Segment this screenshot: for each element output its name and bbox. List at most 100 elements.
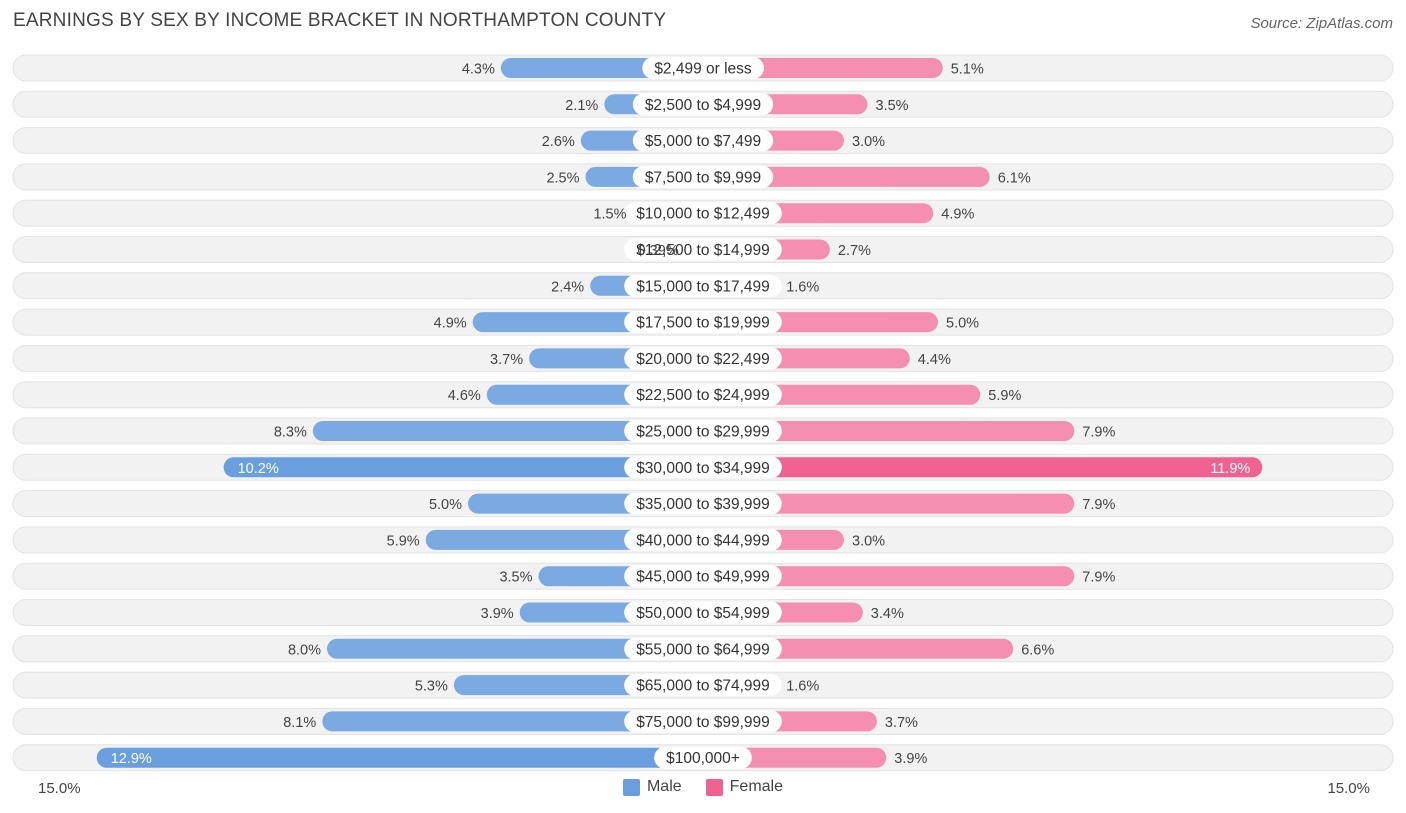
chart-title: EARNINGS BY SEX BY INCOME BRACKET IN NOR… [13, 10, 667, 31]
male-value-label: 8.1% [283, 715, 316, 731]
category-label: $55,000 to $64,999 [636, 641, 770, 658]
female-value-label: 3.9% [894, 751, 927, 767]
female-swatch [705, 778, 723, 796]
category-label: $35,000 to $39,999 [636, 496, 770, 513]
legend: Male Female [0, 778, 1406, 796]
female-bar [693, 457, 1263, 478]
male-value-label: 0.39% [638, 243, 679, 259]
category-label: $5,000 to $7,499 [645, 133, 761, 150]
male-value-label: 4.6% [448, 388, 481, 404]
male-bar [312, 421, 713, 441]
male-bar [327, 638, 713, 659]
male-swatch [622, 778, 640, 796]
male-bar [322, 711, 713, 732]
category-pill [624, 420, 782, 442]
female-bar [693, 493, 1075, 514]
category-pill [624, 492, 782, 515]
male-value-label: 2.4% [551, 279, 584, 295]
female-value-label: 5.9% [988, 388, 1021, 404]
category-pill [654, 746, 752, 769]
axis-left-label: 15.0% [38, 780, 81, 797]
category-label: $50,000 to $54,999 [636, 605, 770, 622]
male-value-label: 2.1% [565, 98, 598, 114]
category-label: $25,000 to $29,999 [636, 424, 770, 441]
category-pill [632, 165, 774, 188]
female-value-label: 1.6% [786, 679, 819, 695]
category-label: $30,000 to $34,999 [636, 460, 770, 477]
category-pill [624, 637, 782, 660]
female-bar [693, 421, 1075, 441]
category-label: $10,000 to $12,499 [636, 206, 770, 223]
male-value-label: 2.6% [542, 134, 575, 150]
axis-right-label: 15.0% [1327, 780, 1370, 797]
female-value-label: 3.7% [885, 715, 918, 731]
female-value-label: 4.9% [941, 207, 974, 223]
male-bar [223, 457, 713, 478]
category-label: $17,500 to $19,999 [636, 315, 770, 332]
category-label: $2,500 to $4,999 [645, 97, 761, 114]
male-value-label: 3.7% [490, 352, 523, 368]
legend-female-label: Female [729, 778, 784, 795]
male-value-label: 12.9% [111, 751, 152, 767]
category-pill [632, 129, 774, 152]
category-pill [624, 347, 782, 370]
female-value-label: 4.4% [918, 352, 951, 368]
category-pill [624, 528, 782, 551]
male-bar [96, 747, 713, 768]
male-value-label: 5.9% [387, 533, 420, 549]
category-pill [624, 456, 782, 479]
category-label: $7,500 to $9,999 [645, 169, 761, 186]
category-label: $100,000+ [666, 750, 740, 767]
female-value-label: 3.5% [876, 98, 909, 114]
female-value-label: 11.9% [1210, 461, 1250, 477]
male-value-label: 5.0% [429, 497, 462, 513]
legend-item-male[interactable]: Male [622, 778, 682, 796]
category-pill [632, 93, 774, 116]
category-pill [624, 274, 782, 297]
category-pill [642, 57, 764, 79]
female-value-label: 7.9% [1082, 425, 1115, 441]
legend-male-label: Male [646, 778, 682, 795]
female-value-label: 5.1% [951, 62, 984, 78]
category-pill [624, 565, 782, 588]
category-pill [624, 202, 782, 225]
category-pill [624, 238, 782, 261]
category-label: $12,500 to $14,999 [636, 242, 770, 259]
category-label: $15,000 to $17,499 [636, 278, 770, 295]
category-label: $75,000 to $99,999 [636, 714, 770, 731]
female-value-label: 2.7% [838, 243, 871, 259]
male-value-label: 4.3% [462, 62, 495, 78]
category-pill [624, 710, 782, 733]
category-label: $45,000 to $49,999 [636, 569, 770, 586]
legend-item-female[interactable]: Female [705, 778, 784, 796]
category-label: $22,500 to $24,999 [636, 387, 770, 404]
source-label: Source: ZipAtlas.com [1250, 15, 1393, 32]
male-value-label: 3.5% [499, 570, 532, 586]
male-value-label: 1.5% [593, 207, 626, 223]
category-pill [624, 674, 782, 697]
category-label: $40,000 to $44,999 [636, 532, 770, 549]
category-label: $2,499 or less [654, 61, 752, 78]
female-value-label: 6.6% [1021, 642, 1054, 658]
female-bar [693, 566, 1075, 587]
male-value-label: 8.3% [274, 425, 307, 441]
male-value-label: 5.3% [415, 679, 448, 695]
female-value-label: 1.6% [786, 279, 819, 295]
male-value-label: 3.9% [481, 606, 514, 622]
male-value-label: 4.9% [434, 316, 467, 332]
male-value-label: 8.0% [288, 642, 321, 658]
female-value-label: 3.0% [852, 134, 885, 150]
female-value-label: 5.0% [946, 316, 979, 332]
category-pill [624, 311, 782, 334]
female-value-label: 3.0% [852, 533, 885, 549]
category-pill [624, 383, 782, 406]
male-value-label: 10.2% [238, 461, 279, 477]
category-label: $20,000 to $22,499 [636, 351, 770, 368]
category-label: $65,000 to $74,999 [636, 678, 770, 695]
female-value-label: 3.4% [871, 606, 904, 622]
female-value-label: 6.1% [998, 170, 1031, 186]
category-pill [624, 601, 782, 624]
female-value-label: 7.9% [1082, 570, 1115, 586]
male-value-label: 2.5% [546, 170, 579, 186]
